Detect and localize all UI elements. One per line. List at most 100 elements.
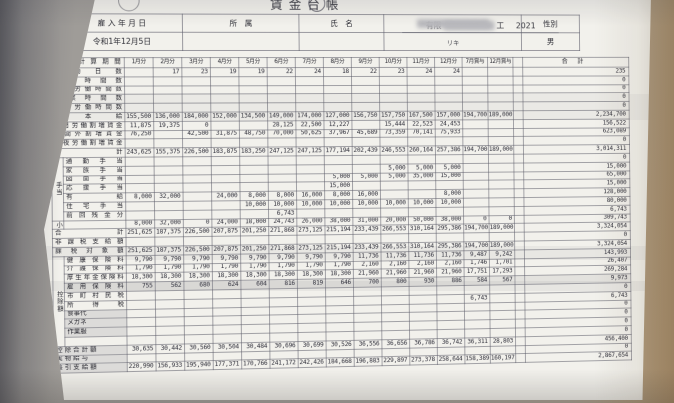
value-cell: 19,375 bbox=[153, 121, 183, 131]
value-cell: 24 bbox=[407, 67, 435, 77]
value-cell: 37,967 bbox=[324, 129, 353, 139]
value-cell: 189,000 bbox=[488, 145, 514, 155]
total-cell: 0 bbox=[522, 92, 630, 103]
value-cell: 11,736 bbox=[353, 251, 382, 261]
spacer-header bbox=[512, 57, 523, 68]
value-cell bbox=[211, 174, 240, 184]
row-label: 休日労働時間数 bbox=[50, 85, 125, 95]
value-cell: 215,194 bbox=[324, 225, 354, 235]
value-cell bbox=[323, 93, 352, 103]
value-cell bbox=[435, 206, 464, 216]
value-cell bbox=[153, 103, 183, 113]
row-label: 労 働 時 間 数 bbox=[50, 76, 125, 86]
value-cell: 152,000 bbox=[210, 111, 240, 121]
spacer-cell bbox=[514, 258, 525, 268]
value-cell bbox=[352, 207, 381, 217]
value-cell: 310,164 bbox=[408, 242, 437, 252]
spacer-cell bbox=[514, 188, 524, 198]
value-cell: 23 bbox=[181, 67, 211, 77]
spacer-cell bbox=[514, 240, 525, 250]
department-value bbox=[182, 32, 300, 51]
value-cell: 8,000 bbox=[324, 190, 353, 200]
total-cell: 0 bbox=[522, 75, 629, 85]
value-cell bbox=[407, 84, 435, 94]
value-cell: 10,000 bbox=[268, 200, 297, 210]
value-cell bbox=[268, 173, 297, 183]
value-cell: 18 bbox=[323, 67, 352, 77]
value-cell: 42,500 bbox=[182, 129, 212, 139]
value-cell bbox=[323, 102, 352, 112]
value-cell: 266,553 bbox=[380, 242, 409, 252]
value-cell: 50,625 bbox=[295, 129, 325, 139]
value-cell: 229,897 bbox=[382, 356, 410, 366]
column-header: 1月分 bbox=[124, 57, 154, 68]
value-cell: 226,500 bbox=[183, 227, 213, 237]
value-cell: 273,378 bbox=[409, 355, 438, 366]
value-cell: 273,125 bbox=[296, 226, 326, 236]
value-cell: 22 bbox=[351, 67, 380, 77]
value-cell bbox=[463, 171, 489, 181]
value-cell bbox=[380, 207, 409, 217]
value-cell: 155,500 bbox=[124, 112, 154, 122]
value-cell bbox=[488, 162, 514, 172]
spacer-cell bbox=[513, 128, 524, 137]
value-cell bbox=[295, 102, 324, 112]
value-cell: 157,000 bbox=[435, 110, 463, 120]
spacer-cell bbox=[514, 223, 525, 233]
value-cell: 8,000 bbox=[125, 192, 155, 202]
value-cell: 184,000 bbox=[182, 112, 211, 122]
spacer-cell bbox=[513, 119, 524, 129]
value-cell bbox=[124, 67, 154, 77]
column-header: 12月分 bbox=[434, 57, 463, 68]
value-cell: 156,933 bbox=[156, 361, 185, 372]
gender-value: 男 bbox=[521, 32, 580, 51]
spacer-cell bbox=[514, 249, 525, 259]
value-cell: 258,644 bbox=[437, 355, 465, 365]
value-cell: 273,125 bbox=[297, 243, 326, 253]
document-content: 賃金台帳 有限 工 2021 雇 入 年 月 日 所 属 氏 名 性別 令和1年 bbox=[44, 0, 646, 400]
value-cell: 17,293 bbox=[489, 267, 515, 277]
value-cell: 170,766 bbox=[241, 359, 271, 370]
value-cell: 9,242 bbox=[489, 249, 515, 259]
spacer-cell bbox=[515, 310, 526, 320]
value-cell bbox=[436, 233, 464, 243]
value-cell bbox=[212, 236, 241, 246]
value-cell: 10,000 bbox=[408, 198, 436, 208]
value-cell bbox=[154, 165, 183, 175]
value-cell bbox=[407, 93, 435, 103]
spacer-cell bbox=[513, 93, 524, 103]
value-cell: 158,389 bbox=[464, 354, 491, 364]
value-cell bbox=[125, 156, 155, 167]
value-cell bbox=[154, 174, 183, 184]
value-cell bbox=[407, 76, 435, 85]
name-reading: リキ bbox=[383, 32, 522, 51]
value-cell: 16,000 bbox=[296, 190, 325, 201]
spacer-cell bbox=[513, 145, 524, 155]
hire-date-value: 令和1年12月5日 bbox=[60, 32, 183, 51]
value-cell: 243,625 bbox=[125, 148, 155, 158]
value-cell bbox=[182, 183, 212, 193]
value-cell: 5,000 bbox=[407, 163, 436, 173]
value-cell: 5,000 bbox=[324, 173, 353, 183]
employee-header-row: 雇 入 年 月 日 所 属 氏 名 性別 bbox=[60, 13, 580, 33]
value-cell: 167,500 bbox=[407, 111, 436, 120]
value-cell bbox=[351, 93, 380, 103]
value-cell bbox=[380, 233, 409, 243]
value-cell bbox=[408, 181, 436, 191]
value-cell: 295,386 bbox=[436, 224, 464, 234]
value-cell bbox=[434, 102, 463, 112]
value-cell: 194,700 bbox=[463, 224, 490, 234]
spacer-cell bbox=[515, 353, 526, 363]
value-cell bbox=[240, 209, 269, 219]
value-cell: 310,164 bbox=[408, 224, 437, 234]
value-cell bbox=[211, 209, 241, 219]
value-cell bbox=[267, 102, 296, 112]
value-cell bbox=[183, 209, 212, 220]
value-cell: 251,625 bbox=[126, 246, 155, 256]
value-cell: 10,000 bbox=[240, 200, 269, 210]
value-cell: 247,125 bbox=[296, 146, 325, 156]
value-cell bbox=[154, 210, 184, 220]
value-cell bbox=[182, 138, 212, 148]
value-cell: 9,790 bbox=[212, 253, 241, 264]
value-cell: 194,700 bbox=[463, 241, 490, 251]
